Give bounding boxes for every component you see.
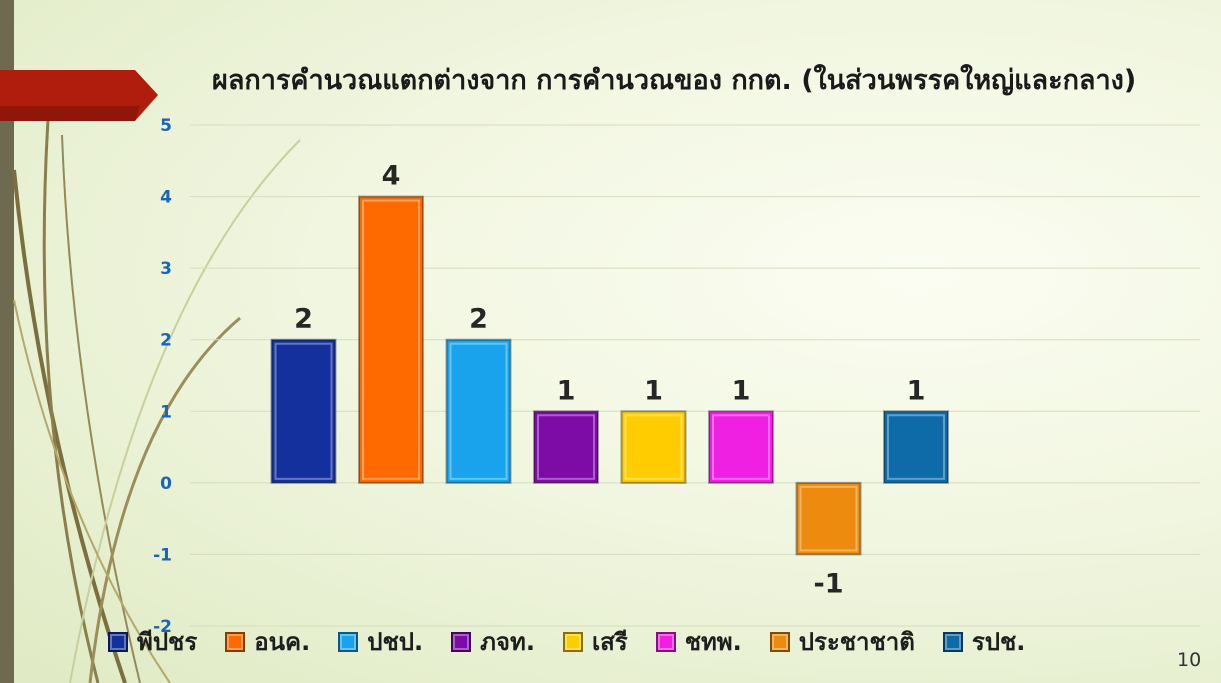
- legend-label: ภจท.: [480, 628, 535, 656]
- legend-label: รปช.: [971, 628, 1026, 656]
- bar: [708, 410, 774, 484]
- bar-group: [270, 338, 337, 484]
- legend-item: รปช.: [942, 622, 1026, 661]
- data-label: 1: [557, 375, 576, 406]
- bar-bevel: [274, 342, 333, 480]
- bar: [795, 481, 862, 556]
- bar-bevel: [537, 414, 595, 480]
- bar-bevel: [799, 485, 858, 552]
- legend-item: พีปชร: [108, 622, 197, 661]
- legend-swatch: [942, 631, 963, 652]
- legend-label: เสรี: [591, 628, 628, 656]
- legend-item: เสรี: [562, 622, 628, 661]
- data-label: 2: [469, 304, 488, 335]
- legend-item: ปชป.: [338, 622, 423, 661]
- legend-swatch: [108, 631, 128, 652]
- bar-bevel: [449, 342, 508, 480]
- legend-label: ประชาชาติ: [798, 628, 915, 656]
- data-label: -1: [814, 568, 844, 599]
- legend-label: ชทพ.: [684, 628, 742, 656]
- legend-item: อนค.: [225, 622, 310, 661]
- legend-swatch: [562, 631, 583, 652]
- data-label: 1: [732, 375, 751, 406]
- legend-item: ประชาชาติ: [769, 622, 915, 661]
- legend-swatch: [225, 631, 246, 652]
- y-tick-label: -2: [153, 617, 172, 637]
- legend-swatch: [338, 631, 359, 652]
- y-tick-label: 3: [160, 259, 172, 279]
- bar-bevel: [712, 414, 770, 480]
- data-labels: 2 4 2 1 1 1 -1 1: [294, 161, 925, 600]
- data-label: 4: [382, 161, 401, 192]
- y-axis: 5 4 3 2 1 0 -1 -2: [153, 116, 172, 637]
- bars: [270, 195, 949, 556]
- bar-group: [708, 410, 774, 484]
- legend-item: ภจท.: [451, 622, 535, 661]
- bar-group: [620, 410, 687, 484]
- curve-ornament: [69, 139, 301, 683]
- legend-label: ปชป.: [367, 628, 424, 656]
- legend-swatch: [655, 631, 676, 652]
- curve-ornament: [13, 299, 171, 683]
- page-number: 10: [1177, 649, 1202, 671]
- curve-ornament: [42, 119, 100, 683]
- curve-ornament: [88, 316, 241, 683]
- legend-label: อนค.: [254, 628, 311, 656]
- chart-title: ผลการคำนวณแตกต่างจาก การคำนวณของ กกต. (ใ…: [212, 65, 1137, 96]
- y-tick-label: 1: [160, 402, 172, 422]
- bar-bevel: [624, 414, 683, 480]
- y-tick-label: 4: [160, 188, 172, 208]
- legend-item: ชทพ.: [655, 622, 742, 661]
- bar: [358, 195, 424, 484]
- legend-label: พีปชร: [137, 628, 198, 656]
- bar-group: [795, 481, 862, 556]
- y-tick-label: 2: [160, 331, 172, 351]
- bar-group: [533, 410, 599, 484]
- data-label: 1: [907, 375, 926, 406]
- bar: [533, 410, 599, 484]
- bar: [270, 338, 337, 484]
- y-tick-label: 5: [160, 116, 172, 136]
- bar: [883, 410, 949, 484]
- left-edge-strip: [0, 0, 14, 683]
- data-label: 1: [644, 375, 663, 406]
- bar-bevel: [887, 414, 945, 480]
- legend-swatch: [451, 631, 472, 652]
- grid-lines: [190, 124, 1200, 627]
- y-tick-label: 0: [160, 474, 172, 494]
- bar: [620, 410, 687, 484]
- ribbon-arrow-shade: [0, 106, 140, 121]
- y-tick-label: -1: [153, 545, 172, 565]
- bar: [445, 338, 512, 484]
- data-label: 2: [294, 304, 313, 335]
- bar-group: [445, 338, 512, 484]
- legend-swatch: [769, 631, 790, 652]
- bar-group: [883, 410, 949, 484]
- bar-bevel: [362, 199, 420, 480]
- bar-group: [358, 195, 424, 484]
- legend: พีปชร อนค. ปชป. ภจท. เสรี ชทพ. ประชาชาติ รปช.: [108, 622, 1025, 661]
- curve-ornament: [12, 169, 127, 683]
